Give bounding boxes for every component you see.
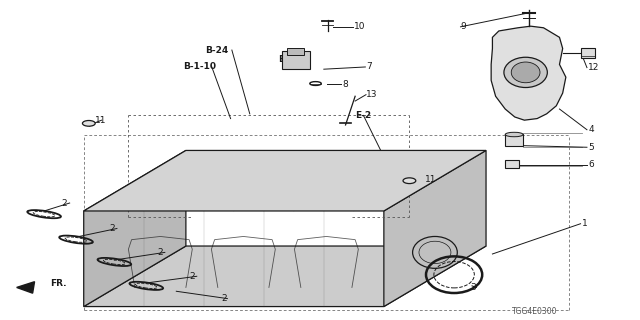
Text: 13: 13	[366, 90, 378, 99]
Text: 4: 4	[588, 125, 594, 134]
Polygon shape	[491, 26, 566, 120]
Text: 2: 2	[61, 198, 67, 207]
Text: 10: 10	[354, 22, 365, 31]
Text: 2: 2	[189, 272, 195, 281]
Text: B-24: B-24	[205, 45, 228, 55]
Text: 7: 7	[367, 62, 372, 71]
Text: 6: 6	[588, 160, 594, 169]
Bar	[580, 49, 595, 58]
Bar	[505, 160, 519, 168]
Text: 8: 8	[342, 80, 348, 89]
Text: TGG4E0300: TGG4E0300	[511, 307, 557, 316]
Polygon shape	[384, 150, 486, 307]
Polygon shape	[17, 282, 35, 293]
Text: 11: 11	[95, 116, 107, 125]
Text: 11: 11	[426, 175, 437, 184]
Text: 1: 1	[582, 219, 588, 228]
Text: B-1-10: B-1-10	[182, 61, 216, 70]
Text: 2: 2	[157, 248, 163, 257]
Bar	[505, 133, 523, 146]
Bar	[282, 51, 310, 68]
Text: E-2: E-2	[355, 111, 371, 120]
Ellipse shape	[511, 62, 540, 83]
Polygon shape	[84, 246, 486, 307]
Text: 3: 3	[470, 283, 476, 292]
Text: FR.: FR.	[50, 279, 67, 288]
Text: 2: 2	[109, 224, 115, 233]
Polygon shape	[84, 150, 486, 211]
Text: 12: 12	[588, 63, 600, 72]
Text: 9: 9	[461, 22, 467, 31]
Text: E-8: E-8	[278, 55, 294, 64]
Ellipse shape	[403, 178, 416, 184]
Bar	[287, 48, 304, 55]
Polygon shape	[84, 150, 186, 307]
Ellipse shape	[504, 57, 547, 87]
Text: 5: 5	[588, 143, 594, 152]
Text: 2: 2	[221, 294, 227, 303]
Ellipse shape	[505, 132, 523, 137]
Ellipse shape	[83, 121, 95, 126]
